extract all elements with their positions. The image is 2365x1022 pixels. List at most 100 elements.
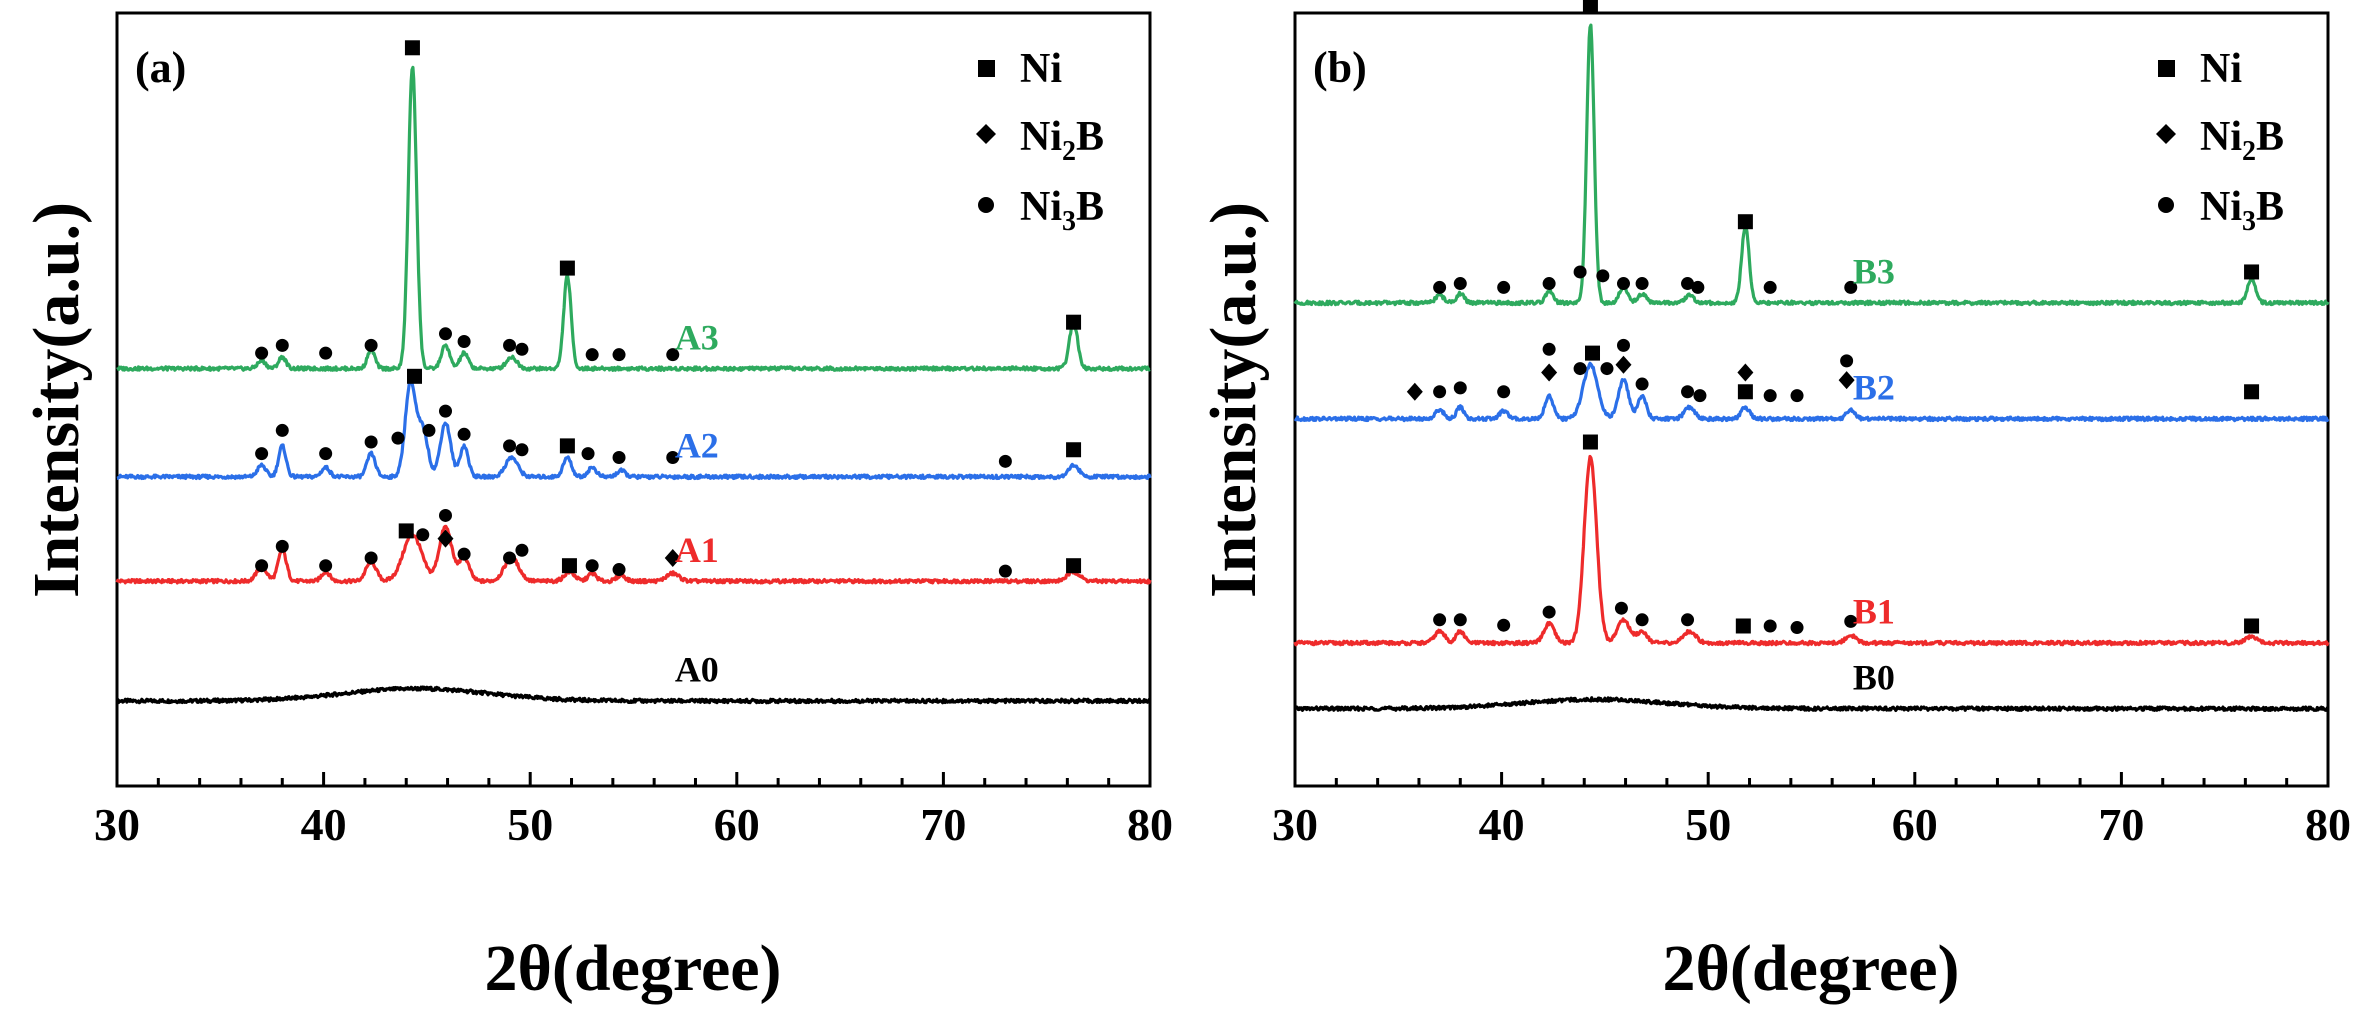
ni3b-circle-marker [422,423,436,437]
ni3b-circle-marker [612,450,626,464]
x-tick-label: 60 [1892,799,1938,850]
ni3b-circle-marker [612,348,626,362]
x-tick-label: 70 [920,799,966,850]
ni3b-circle-marker [275,423,289,437]
trace-B2 [1293,361,2330,423]
ni3b-circle-marker [1763,280,1777,294]
ni-square-marker [561,558,577,574]
ni3b-circle-marker [998,454,1012,468]
ni3b-circle-marker [581,447,595,461]
x-tick-label: 30 [1272,799,1318,850]
legend-circle-marker-icon [2158,197,2174,213]
ni3b-circle-marker [438,327,452,341]
ni3b-circle-marker [612,563,626,577]
panel-b-y-axis-title: Intensity(a.u.) [1197,202,1270,598]
ni3b-circle-marker [1635,277,1649,291]
ni3b-circle-marker [503,338,517,352]
ni3b-circle-marker [255,559,269,573]
legend-ni3b: Ni3B [1020,184,1104,237]
x-tick-label: 80 [1127,799,1173,850]
ni3b-circle-marker [1614,601,1628,615]
ni-square-marker [1066,314,1082,330]
ni3b-circle-marker [364,435,378,449]
trace-B0 [1294,696,2329,712]
panel-b: (b) 30 40 50 60 70 80 B0 B1 B2 B3 Intensity(a.u.… [1197,0,2351,1005]
ni3b-circle-marker [275,539,289,553]
ni3b-circle-marker [457,335,471,349]
x-tick-label: 80 [2305,799,2351,850]
series-label-B2: B2 [1853,368,1895,408]
ni3b-circle-marker [319,447,333,461]
trace-A2 [116,380,1152,481]
trace-A3 [116,65,1151,372]
ni3b-circle-marker [1542,277,1556,291]
panel-b-traces [1293,23,2330,712]
ni-square-marker [2244,384,2260,400]
ni3b-circle-marker [438,404,452,418]
ni2b-diamond-marker [1541,363,1558,382]
ni3b-circle-marker [438,508,452,522]
panel-a-y-axis-title: Intensity(a.u.) [20,202,93,598]
ni3b-circle-marker [1616,338,1630,352]
ni3b-circle-marker [364,551,378,565]
ni-square-marker [1585,345,1601,361]
legend-square-marker-icon [2158,60,2175,77]
ni3b-circle-marker [1635,377,1649,391]
ni3b-circle-marker [1497,385,1511,399]
series-label-A2: A2 [675,425,719,465]
ni3b-circle-marker [1433,385,1447,399]
ni2b-diamond-marker [437,529,454,548]
ni-square-marker [2244,618,2260,634]
x-tick-label: 50 [507,799,553,850]
series-label-A1: A1 [675,530,719,570]
ni-square-marker [559,438,575,454]
ni-square-marker [1737,214,1753,230]
ni3b-circle-marker [1790,389,1804,403]
panel-b-markers [1406,0,2260,635]
ni3b-circle-marker [1453,381,1467,395]
series-label-A0: A0 [675,650,719,690]
ni2b-diamond-marker [1838,371,1855,390]
ni-square-marker [559,260,575,276]
legend-circle-marker-icon [978,197,994,213]
panel-b-series-labels: B0 B1 B2 B3 [1853,252,1895,698]
ni3b-circle-marker [255,346,269,360]
ni3b-circle-marker [1691,280,1705,294]
ni3b-circle-marker [1693,389,1707,403]
legend-ni: Ni [1020,46,1062,92]
ni-square-marker [2244,264,2260,280]
ni-square-marker [398,523,414,539]
ni3b-circle-marker [1542,605,1556,619]
ni3b-circle-marker [1600,362,1614,376]
ni3b-circle-marker [1681,277,1695,291]
legend-diamond-marker-icon [2156,124,2176,144]
panel-a-traces [115,65,1152,705]
x-tick-label: 60 [714,799,760,850]
series-label-B1: B1 [1853,592,1895,632]
ni-square-marker [1066,558,1082,574]
ni3b-circle-marker [1844,280,1858,294]
ni3b-circle-marker [1763,389,1777,403]
ni-square-marker [407,368,423,384]
panel-b-frame [1293,11,2330,788]
ni3b-circle-marker [255,447,269,461]
panel-b-x-ticks: 30 40 50 60 70 80 [1272,772,2351,850]
legend-ni: Ni [2200,46,2242,92]
ni3b-circle-marker [364,338,378,352]
ni-square-marker [1737,384,1753,400]
ni3b-circle-marker [457,547,471,561]
ni3b-circle-marker [515,443,529,457]
legend-ni2b: Ni2B [1020,114,1104,167]
ni3b-circle-marker [1616,277,1630,291]
panel-a: (a) 30 40 50 60 70 80 A0 A1 A2 A3 Intensity(a.u.… [20,11,1173,1005]
x-tick-label: 40 [1479,799,1525,850]
x-tick-label: 70 [2098,799,2144,850]
panel-b-label: (b) [1313,43,1367,92]
ni3b-circle-marker [515,543,529,557]
ni3b-circle-marker [457,427,471,441]
ni3b-circle-marker [1433,280,1447,294]
ni3b-circle-marker [1497,280,1511,294]
ni3b-circle-marker [998,564,1012,578]
trace-A1 [115,524,1152,585]
legend-ni2b: Ni2B [2200,114,2284,167]
